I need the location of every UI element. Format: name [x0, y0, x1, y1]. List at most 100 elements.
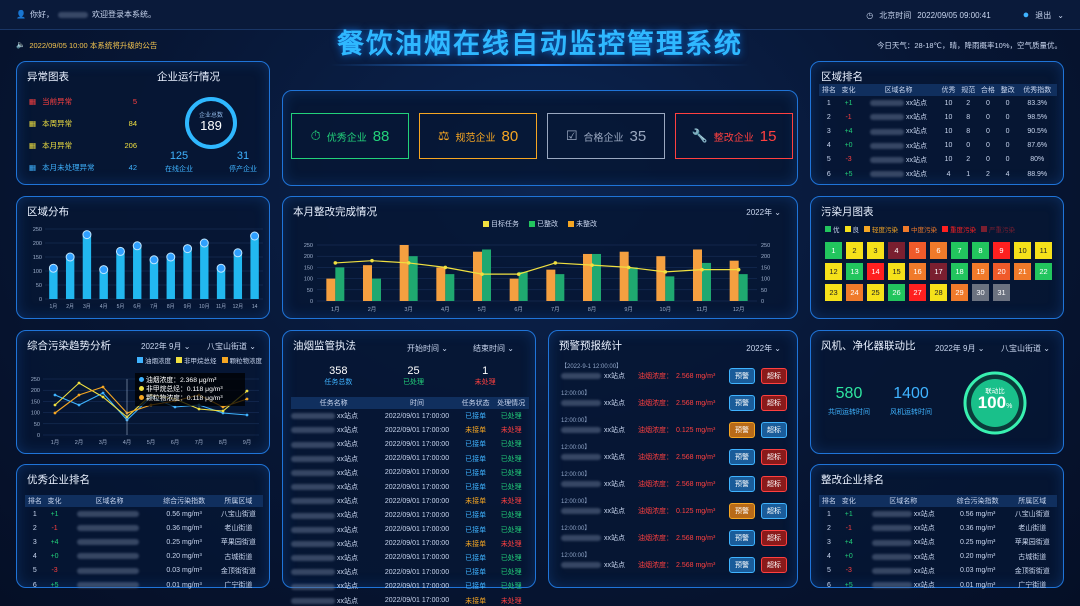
table-row[interactable]: 6 +5 xx站点 0.01 mg/m³ 广宁街道: [819, 578, 1057, 592]
calendar-day[interactable]: 12: [825, 263, 842, 280]
table-row[interactable]: 4 +0 xx站点 10 0 0 0 87.6%: [819, 139, 1057, 153]
table-row[interactable]: 1 +1 0.56 mg/m³ 八宝山街道: [25, 507, 263, 521]
warning-button[interactable]: 预警: [729, 422, 755, 438]
table-row[interactable]: xx站点 2022/09/01 17:00:00 已接单 已处理: [291, 466, 529, 480]
trend-street-select[interactable]: 八宝山街道 ⌄: [207, 342, 256, 351]
calendar-day[interactable]: 5: [909, 242, 926, 259]
calendar-day[interactable]: 10: [1014, 242, 1031, 259]
warning-button[interactable]: 预警: [729, 476, 755, 492]
calendar-day[interactable]: 30: [972, 284, 989, 301]
warning-button[interactable]: 预警: [729, 368, 755, 384]
calendar-day[interactable]: 15: [888, 263, 905, 280]
calendar-day[interactable]: 2: [846, 242, 863, 259]
warning-year-select[interactable]: 2022年 ⌄: [746, 344, 781, 353]
table-row[interactable]: xx站点 2022/09/01 17:00:00 未接单 未处理: [291, 593, 529, 606]
grade-card[interactable]: ⏱ 优秀企业 88: [291, 113, 409, 159]
grade-card[interactable]: 🔧 整改企业 15: [675, 113, 793, 159]
table-row[interactable]: 5 -3 xx站点 0.03 mg/m³ 金顶街街道: [819, 564, 1057, 578]
table-row[interactable]: xx站点 2022/09/01 17:00:00 未接单 未处理: [291, 494, 529, 508]
calendar-day[interactable]: 29: [951, 284, 968, 301]
calendar-day[interactable]: 13: [846, 263, 863, 280]
calendar-day[interactable]: 25: [867, 284, 884, 301]
table-row[interactable]: 3 +4 xx站点 0.25 mg/m³ 苹果园街道: [819, 535, 1057, 549]
calendar-day[interactable]: 8: [972, 242, 989, 259]
chevron-down-icon[interactable]: ⌄: [1057, 10, 1064, 20]
notice-bar[interactable]: 🔈 2022/09/05 10:00 本系统将升级的公告: [16, 40, 158, 50]
table-row[interactable]: xx站点 2022/09/01 17:00:00 已接单 已处理: [291, 565, 529, 579]
calendar-day[interactable]: 26: [888, 284, 905, 301]
table-row[interactable]: 1 +1 xx站点 10 2 0 0 83.3%: [819, 96, 1057, 110]
table-row[interactable]: 4 +0 xx站点 0.20 mg/m³ 古城街道: [819, 550, 1057, 564]
calendar-day[interactable]: 16: [909, 263, 926, 280]
table-row[interactable]: 5 -3 0.03 mg/m³ 金顶街街道: [25, 564, 263, 578]
calendar-day[interactable]: 1: [825, 242, 842, 259]
exceed-button[interactable]: 超标: [761, 368, 787, 384]
table-row[interactable]: 6 +5 0.01 mg/m³ 广宁街道: [25, 578, 263, 592]
calendar-day[interactable]: 24: [846, 284, 863, 301]
table-row[interactable]: xx站点 2022/09/01 17:00:00 未接单 未处理: [291, 537, 529, 551]
table-row[interactable]: xx站点 2022/09/01 17:00:00 已接单 已处理: [291, 523, 529, 537]
calendar-day[interactable]: 27: [909, 284, 926, 301]
year-select[interactable]: 2022年 ⌄: [746, 208, 781, 217]
exceed-button[interactable]: 超标: [761, 449, 787, 465]
exceed-button[interactable]: 超标: [761, 530, 787, 546]
calendar-day[interactable]: 6: [930, 242, 947, 259]
table-row[interactable]: 5 -3 xx站点 10 2 0 0 80%: [819, 153, 1057, 167]
exceed-button[interactable]: 超标: [761, 503, 787, 519]
calendar-day[interactable]: 4: [888, 242, 905, 259]
table-row[interactable]: 2 -1 0.36 mg/m³ 老山街道: [25, 521, 263, 535]
trend-month-select[interactable]: 2022年 9月 ⌄: [141, 342, 191, 351]
calendar-day[interactable]: 19: [972, 263, 989, 280]
table-row[interactable]: 6 +5 xx站点 4 1 2 4 88.9%: [819, 167, 1057, 181]
warning-button[interactable]: 预警: [729, 449, 755, 465]
warning-item[interactable]: 12:00:00】 xx站点 油烟浓度： 2.568 mg/m³ 预警 超标: [557, 550, 793, 577]
warning-item[interactable]: 12:00:00】 xx站点 油烟浓度： 2.568 mg/m³ 预警 超标: [557, 469, 793, 496]
calendar-day[interactable]: 9: [993, 242, 1010, 259]
calendar-day[interactable]: 17: [930, 263, 947, 280]
warning-item[interactable]: 12:00:00】 xx站点 油烟浓度： 2.568 mg/m³ 预警 超标: [557, 442, 793, 469]
table-row[interactable]: 2 -1 xx站点 10 8 0 0 98.5%: [819, 110, 1057, 124]
warning-item[interactable]: 12:00:00】 xx站点 油烟浓度： 0.125 mg/m³ 预警 超标: [557, 496, 793, 523]
calendar-day[interactable]: 28: [930, 284, 947, 301]
table-row[interactable]: xx站点 2022/09/01 17:00:00 已接单 已处理: [291, 437, 529, 451]
calendar-day[interactable]: 11: [1035, 242, 1052, 259]
grade-card[interactable]: ☑ 合格企业 35: [547, 113, 665, 159]
warning-item[interactable]: 【2022-9-1 12:00:00】 xx站点 油烟浓度： 2.568 mg/m³ 预…: [557, 361, 793, 388]
warning-button[interactable]: 预警: [729, 503, 755, 519]
calendar-day[interactable]: 18: [951, 263, 968, 280]
table-row[interactable]: 3 +4 0.25 mg/m³ 苹果园街道: [25, 535, 263, 549]
logout-button[interactable]: 退出: [1035, 10, 1052, 20]
table-row[interactable]: xx站点 2022/09/01 17:00:00 已接单 已处理: [291, 452, 529, 466]
warning-button[interactable]: 预警: [729, 530, 755, 546]
table-row[interactable]: xx站点 2022/09/01 17:00:00 已接单 已处理: [291, 551, 529, 565]
abnormal-item[interactable]: ▦ 本月未处理异常 42: [29, 156, 137, 178]
table-row[interactable]: xx站点 2022/09/01 17:00:00 已接单 已处理: [291, 480, 529, 494]
calendar-day[interactable]: 21: [1014, 263, 1031, 280]
calendar-day[interactable]: 20: [993, 263, 1010, 280]
fan-street-select[interactable]: 八宝山街道 ⌄: [1001, 344, 1050, 353]
warning-item[interactable]: 12:00:00】 xx站点 油烟浓度： 2.568 mg/m³ 预警 超标: [557, 523, 793, 550]
table-row[interactable]: 2 -1 xx站点 0.36 mg/m³ 老山街道: [819, 521, 1057, 535]
exceed-button[interactable]: 超标: [761, 422, 787, 438]
table-row[interactable]: 4 +0 0.20 mg/m³ 古城街道: [25, 550, 263, 564]
abnormal-item[interactable]: ▦ 当前异常 5: [29, 90, 137, 112]
table-row[interactable]: xx站点 2022/09/01 17:00:00 已接单 已处理: [291, 508, 529, 522]
abnormal-item[interactable]: ▦ 本周异常 84: [29, 112, 137, 134]
calendar-day[interactable]: 3: [867, 242, 884, 259]
exceed-button[interactable]: 超标: [761, 557, 787, 573]
table-row[interactable]: 3 +4 xx站点 10 8 0 0 90.5%: [819, 124, 1057, 138]
fan-month-select[interactable]: 2022年 9月 ⌄: [935, 344, 985, 353]
warning-button[interactable]: 预警: [729, 557, 755, 573]
warning-item[interactable]: 12:00:00】 xx站点 油烟浓度： 2.568 mg/m³ 预警 超标: [557, 388, 793, 415]
abnormal-item[interactable]: ▦ 本月异常 206: [29, 134, 137, 156]
warning-item[interactable]: 12:00:00】 xx站点 油烟浓度： 0.125 mg/m³ 预警 超标: [557, 415, 793, 442]
table-row[interactable]: 1 +1 xx站点 0.56 mg/m³ 八宝山街道: [819, 507, 1057, 521]
table-row[interactable]: xx站点 2022/09/01 17:00:00 已接单 已处理: [291, 409, 529, 423]
calendar-day[interactable]: 14: [867, 263, 884, 280]
account-icon[interactable]: ●: [1022, 9, 1030, 21]
end-time-select[interactable]: 结束时间 ⌄: [473, 344, 514, 353]
exceed-button[interactable]: 超标: [761, 395, 787, 411]
calendar-day[interactable]: 31: [993, 284, 1010, 301]
calendar-day[interactable]: 23: [825, 284, 842, 301]
table-row[interactable]: xx站点 2022/09/01 17:00:00 已接单 已处理: [291, 579, 529, 593]
